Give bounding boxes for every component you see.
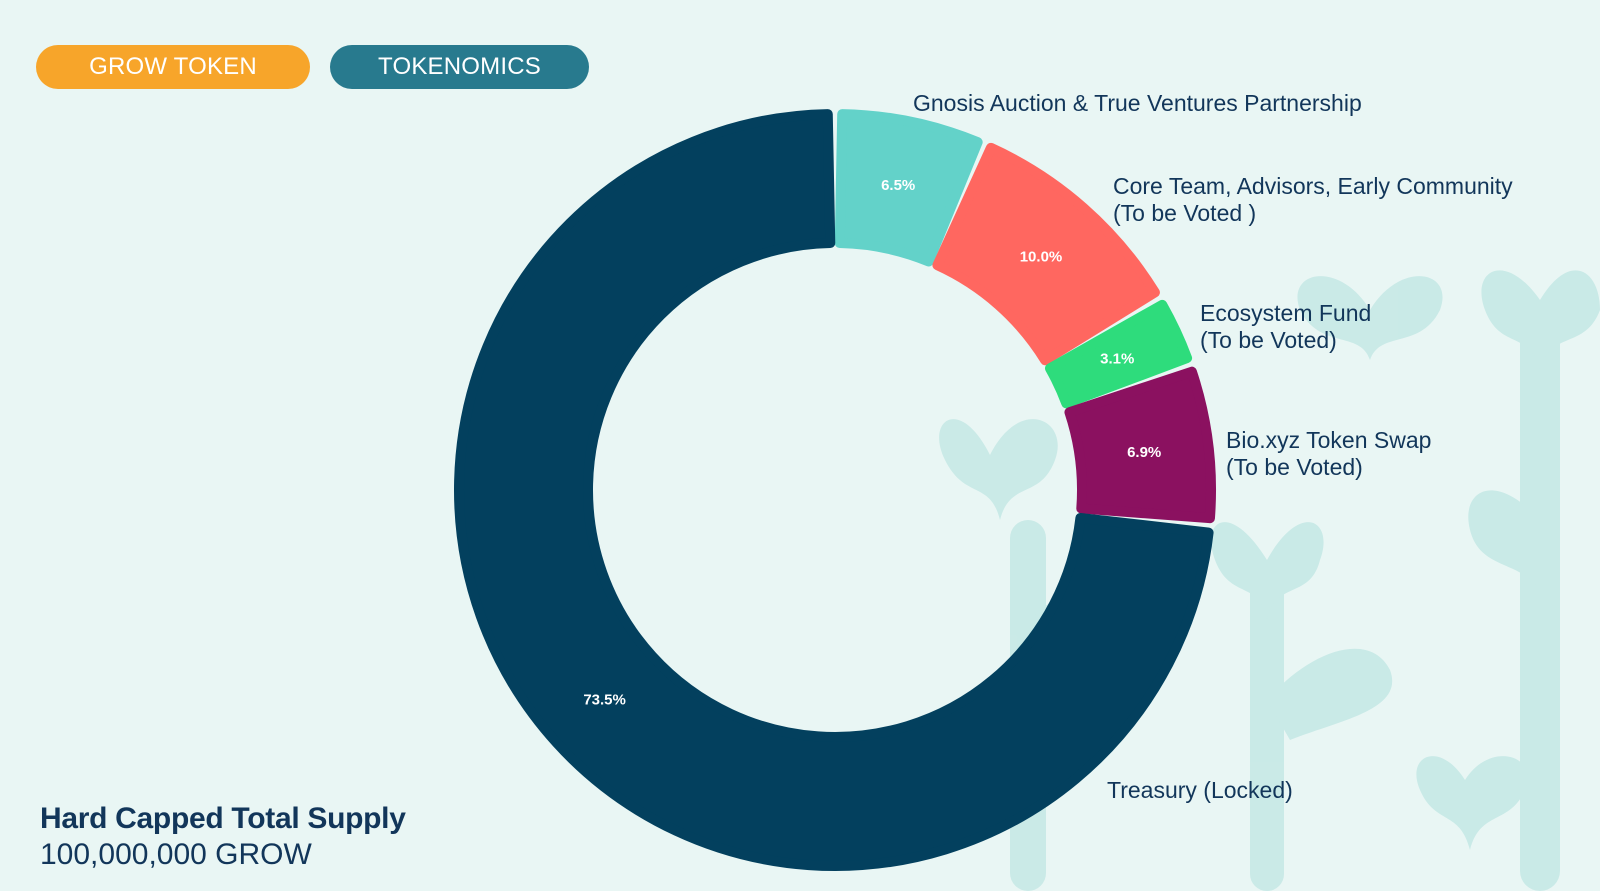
supply-value: 100,000,000 GROW bbox=[40, 838, 312, 871]
donut-slice-ecosystem-fund bbox=[1044, 299, 1193, 409]
donut-slice-core-team bbox=[932, 142, 1160, 366]
donut-slice-treasury bbox=[454, 109, 1214, 871]
slice-label-treasury: Treasury (Locked) bbox=[1107, 777, 1293, 803]
slice-value-treasury: 73.5% bbox=[583, 692, 626, 709]
slice-label-core-team: Core Team, Advisors, Early Community (To… bbox=[1113, 173, 1513, 226]
tokenomics-badge: TOKENOMICS bbox=[330, 45, 589, 89]
slice-value-core-team: 10.0% bbox=[1020, 248, 1063, 265]
slice-label-gnosis-auction: Gnosis Auction & True Ventures Partnersh… bbox=[913, 90, 1362, 116]
slice-label-bio-token-swap: Bio.xyz Token Swap (To be Voted) bbox=[1226, 427, 1432, 480]
slice-value-bio-token-swap: 6.9% bbox=[1127, 444, 1161, 461]
slice-value-gnosis-auction: 6.5% bbox=[881, 177, 915, 194]
grow-token-badge: GROW TOKEN bbox=[36, 45, 310, 89]
donut-slice-gnosis-auction bbox=[834, 109, 983, 267]
slice-value-ecosystem-fund: 3.1% bbox=[1100, 350, 1134, 367]
donut-slice-bio-token-swap bbox=[1064, 366, 1216, 524]
supply-title: Hard Capped Total Supply bbox=[40, 802, 406, 835]
slice-label-ecosystem-fund: Ecosystem Fund (To be Voted) bbox=[1200, 300, 1372, 353]
